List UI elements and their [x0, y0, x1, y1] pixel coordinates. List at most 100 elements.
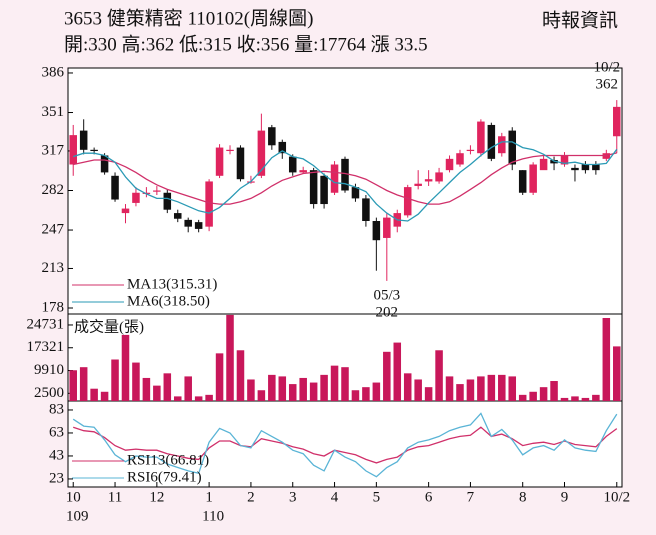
candle-body	[435, 172, 443, 182]
x-tick-label: 9	[561, 489, 569, 505]
candle-body	[121, 208, 130, 214]
volume-bar	[205, 394, 213, 401]
x-tick-label: 3	[289, 489, 297, 505]
volume-bar	[341, 367, 349, 401]
candle-body	[560, 155, 569, 165]
y-tick-label: 23	[49, 470, 64, 486]
y-tick-label: 83	[49, 401, 64, 417]
x-tick-label: 8	[519, 489, 527, 505]
x-tick-label: 5	[373, 489, 381, 505]
x-tick-label: 11	[108, 489, 122, 505]
volume-bar	[487, 374, 496, 401]
volume-bar	[592, 394, 600, 401]
volume-bar	[142, 377, 151, 401]
x-tick-label: 10	[66, 489, 81, 505]
candle-body	[477, 121, 485, 154]
volume-bar	[529, 391, 537, 401]
candle-body	[456, 153, 464, 165]
candle-body	[466, 149, 475, 152]
volume-bar	[111, 359, 119, 401]
x-tick-label: 4	[331, 489, 339, 505]
volume-bar	[508, 376, 517, 401]
volume-bar	[560, 397, 569, 401]
line-series	[72, 141, 618, 222]
candle-body	[445, 158, 454, 171]
volume-bar	[278, 376, 287, 401]
candle-body	[518, 170, 527, 193]
volume-bar	[414, 379, 422, 401]
y-tick-label: 43	[49, 447, 64, 463]
candle-body	[132, 192, 140, 203]
y-tick-label: 282	[42, 182, 65, 198]
volume-bar	[351, 390, 360, 401]
volume-bar	[466, 379, 475, 401]
volume-bar	[372, 382, 381, 401]
volume-bar	[132, 362, 140, 401]
candle-body	[226, 149, 234, 152]
y-tick-label: 63	[49, 424, 64, 440]
candle-body	[278, 141, 287, 154]
volume-bar	[362, 387, 370, 401]
candle-body	[184, 219, 192, 227]
volume-bar	[602, 317, 611, 401]
candle-body	[414, 183, 422, 186]
volume-bar	[445, 376, 454, 401]
candle-body	[341, 158, 349, 191]
y-tick-label: 178	[42, 299, 65, 315]
candle-body	[571, 167, 579, 171]
candle-body	[236, 147, 245, 180]
volume-bar	[498, 374, 506, 401]
volume-bar	[288, 384, 297, 401]
candle-body	[372, 221, 381, 241]
y-tick-label: 351	[42, 104, 65, 120]
quote-line: 開:330 高:362 低:315 收:356 量:17764 漲 33.5	[64, 33, 428, 55]
x-tick-label: 6	[425, 489, 433, 505]
volume-bar	[309, 382, 318, 401]
x-year-label: 110	[202, 508, 224, 524]
volume-bar	[173, 396, 182, 401]
volume-bar	[215, 353, 224, 401]
volume-bar	[257, 390, 266, 401]
volume-bar	[477, 376, 485, 401]
volume-bar	[299, 377, 307, 401]
candle-body	[268, 127, 276, 146]
y-tick-label: 2500	[34, 385, 64, 401]
candle-body	[299, 170, 307, 173]
volume-bar	[581, 397, 590, 401]
candle-body	[205, 181, 213, 227]
volume-bar	[539, 387, 548, 401]
x-tick-label: 10/2	[603, 489, 630, 505]
volume-bar	[320, 374, 328, 401]
x-year-label: 109	[66, 508, 89, 524]
candle-body	[487, 124, 496, 159]
volume-bar	[435, 350, 443, 401]
y-tick-label: 17321	[27, 339, 65, 355]
candle-body	[79, 130, 88, 150]
candle-body	[383, 217, 391, 238]
volume-bar	[571, 396, 579, 401]
volume-bar	[163, 373, 172, 401]
volume-bar	[100, 391, 109, 401]
candle-body	[215, 147, 224, 176]
volume-bar	[226, 314, 234, 401]
candle-body	[288, 156, 297, 173]
candle-body	[163, 192, 172, 210]
x-tick-label: 1	[205, 489, 213, 505]
volume-bar	[268, 374, 276, 401]
candle-body	[153, 190, 161, 192]
volume-bar	[247, 379, 255, 401]
volume-bar	[121, 334, 130, 401]
volume-bar	[550, 381, 558, 401]
volume-bar	[330, 365, 339, 401]
candle-body	[529, 164, 537, 193]
volume-bar	[90, 388, 98, 401]
annotation-value: 202	[376, 304, 399, 320]
volume-bar	[403, 373, 412, 401]
annotation-value: 362	[596, 76, 619, 92]
y-tick-label: 317	[42, 142, 65, 158]
candle-body	[257, 130, 266, 176]
volume-bar	[153, 385, 161, 401]
annotation-label: 10/2	[593, 59, 620, 75]
volume-bar	[383, 351, 391, 401]
